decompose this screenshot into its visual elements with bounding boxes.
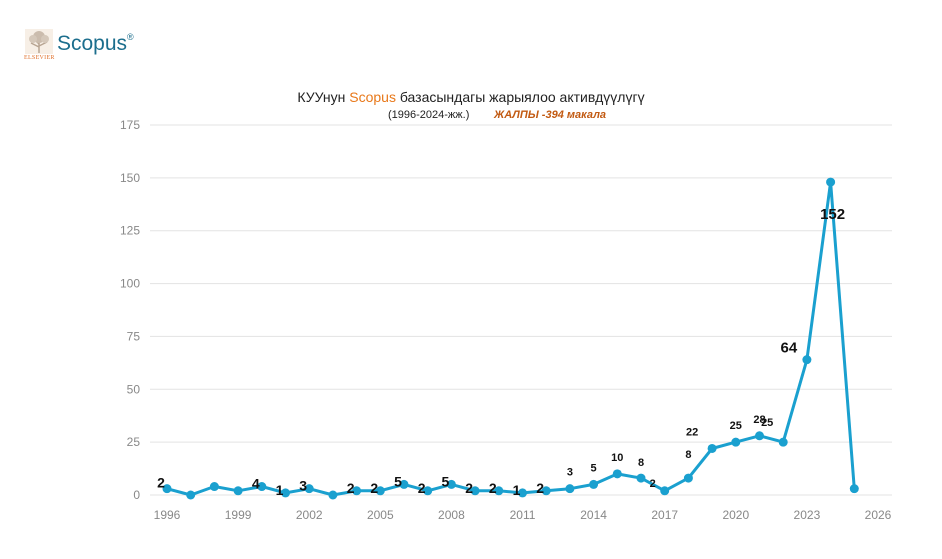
- y-tick-label: 75: [127, 329, 141, 343]
- data-label: 5: [442, 473, 450, 489]
- data-label: 4: [252, 476, 260, 492]
- elsevier-tree-icon: [25, 29, 53, 54]
- x-tick-label: 2005: [367, 508, 394, 522]
- data-point: [612, 469, 622, 479]
- data-point: [849, 484, 859, 494]
- data-label: 8: [638, 457, 644, 469]
- data-point: [233, 486, 243, 496]
- data-label: 2: [465, 480, 473, 496]
- x-tick-label: 2002: [296, 508, 323, 522]
- data-point: [707, 443, 717, 453]
- x-tick-label: 2023: [794, 508, 821, 522]
- data-point: [281, 488, 290, 498]
- data-point: [494, 486, 504, 496]
- y-tick-label: 50: [127, 382, 141, 396]
- data-label: 5: [591, 462, 597, 474]
- data-point: [399, 479, 409, 489]
- data-label: 8: [685, 449, 691, 461]
- logo-wordmark: Scopus®: [57, 32, 134, 56]
- title-pre: КУУнун: [297, 89, 350, 105]
- data-label: 2: [489, 480, 497, 496]
- data-point: [755, 431, 764, 441]
- x-tick-label: 2008: [438, 508, 465, 522]
- data-label: 1: [513, 482, 521, 498]
- data-point: [328, 490, 338, 500]
- x-tick-label: 2017: [651, 508, 678, 522]
- data-point: [565, 484, 575, 494]
- data-point: [162, 484, 172, 494]
- data-point: [257, 482, 267, 492]
- chart-subtitle: (1996-2024-жж.): [388, 109, 470, 121]
- scopus-logo: ELSEVIER Scopus®: [24, 28, 144, 62]
- y-tick-label: 125: [120, 224, 140, 238]
- y-tick-label: 25: [127, 435, 141, 449]
- data-label: 22: [686, 426, 698, 438]
- y-tick-label: 175: [120, 118, 140, 132]
- x-tick-label: 2014: [580, 508, 607, 522]
- data-point: [660, 486, 670, 496]
- data-label: 2: [650, 478, 656, 490]
- logo-subtext: ELSEVIER: [24, 55, 55, 61]
- data-point: [541, 486, 551, 496]
- y-tick-label: 150: [120, 171, 140, 185]
- data-point: [589, 479, 599, 489]
- data-point: [636, 473, 646, 483]
- data-point: [826, 177, 836, 187]
- data-point: [778, 437, 788, 447]
- data-label: 28: [753, 414, 765, 426]
- x-tick-label: 2026: [865, 508, 892, 522]
- data-label: 2: [157, 475, 165, 491]
- data-point: [446, 479, 456, 489]
- series-line: [166, 180, 856, 497]
- data-point: [186, 490, 196, 500]
- y-tick-label: 0: [133, 488, 140, 502]
- title-highlight: Scopus: [349, 89, 396, 105]
- data-label: 10: [611, 452, 623, 464]
- data-label: 2: [370, 480, 378, 496]
- data-label: 25: [761, 417, 773, 429]
- data-point: [304, 484, 314, 494]
- data-label: 64: [781, 340, 798, 357]
- data-label: 2: [347, 480, 355, 496]
- data-point: [470, 486, 480, 496]
- title-post: базасындагы жарыялоо активдүүлүгү: [395, 89, 645, 105]
- data-point: [518, 488, 527, 498]
- data-label: 3: [567, 467, 573, 479]
- data-point: [423, 486, 433, 496]
- total-count: ЖАЛПЫ -394 макала: [494, 109, 607, 121]
- chart-title: КУУнун Scopus базасындагы жарыялоо актив…: [0, 89, 942, 105]
- x-tick-label: 1999: [225, 508, 252, 522]
- data-point: [802, 355, 812, 365]
- data-point: [209, 482, 219, 492]
- data-point: [683, 473, 693, 483]
- data-label: 152: [820, 206, 845, 223]
- x-tick-label: 2011: [510, 508, 536, 522]
- logo-registered: ®: [127, 32, 134, 42]
- data-point: [375, 486, 385, 496]
- logo-word-text: Scopus: [57, 32, 128, 55]
- data-point: [352, 486, 362, 496]
- x-tick-label: 2020: [722, 508, 749, 522]
- data-label: 25: [730, 420, 742, 432]
- data-label: 2: [418, 480, 426, 496]
- x-tick-label: 1996: [154, 508, 181, 522]
- y-tick-label: 100: [120, 277, 140, 291]
- data-label: 2: [536, 480, 544, 496]
- data-label: 5: [394, 473, 402, 489]
- data-label: 3: [299, 478, 307, 494]
- data-point: [731, 437, 741, 447]
- data-label: 1: [276, 482, 284, 498]
